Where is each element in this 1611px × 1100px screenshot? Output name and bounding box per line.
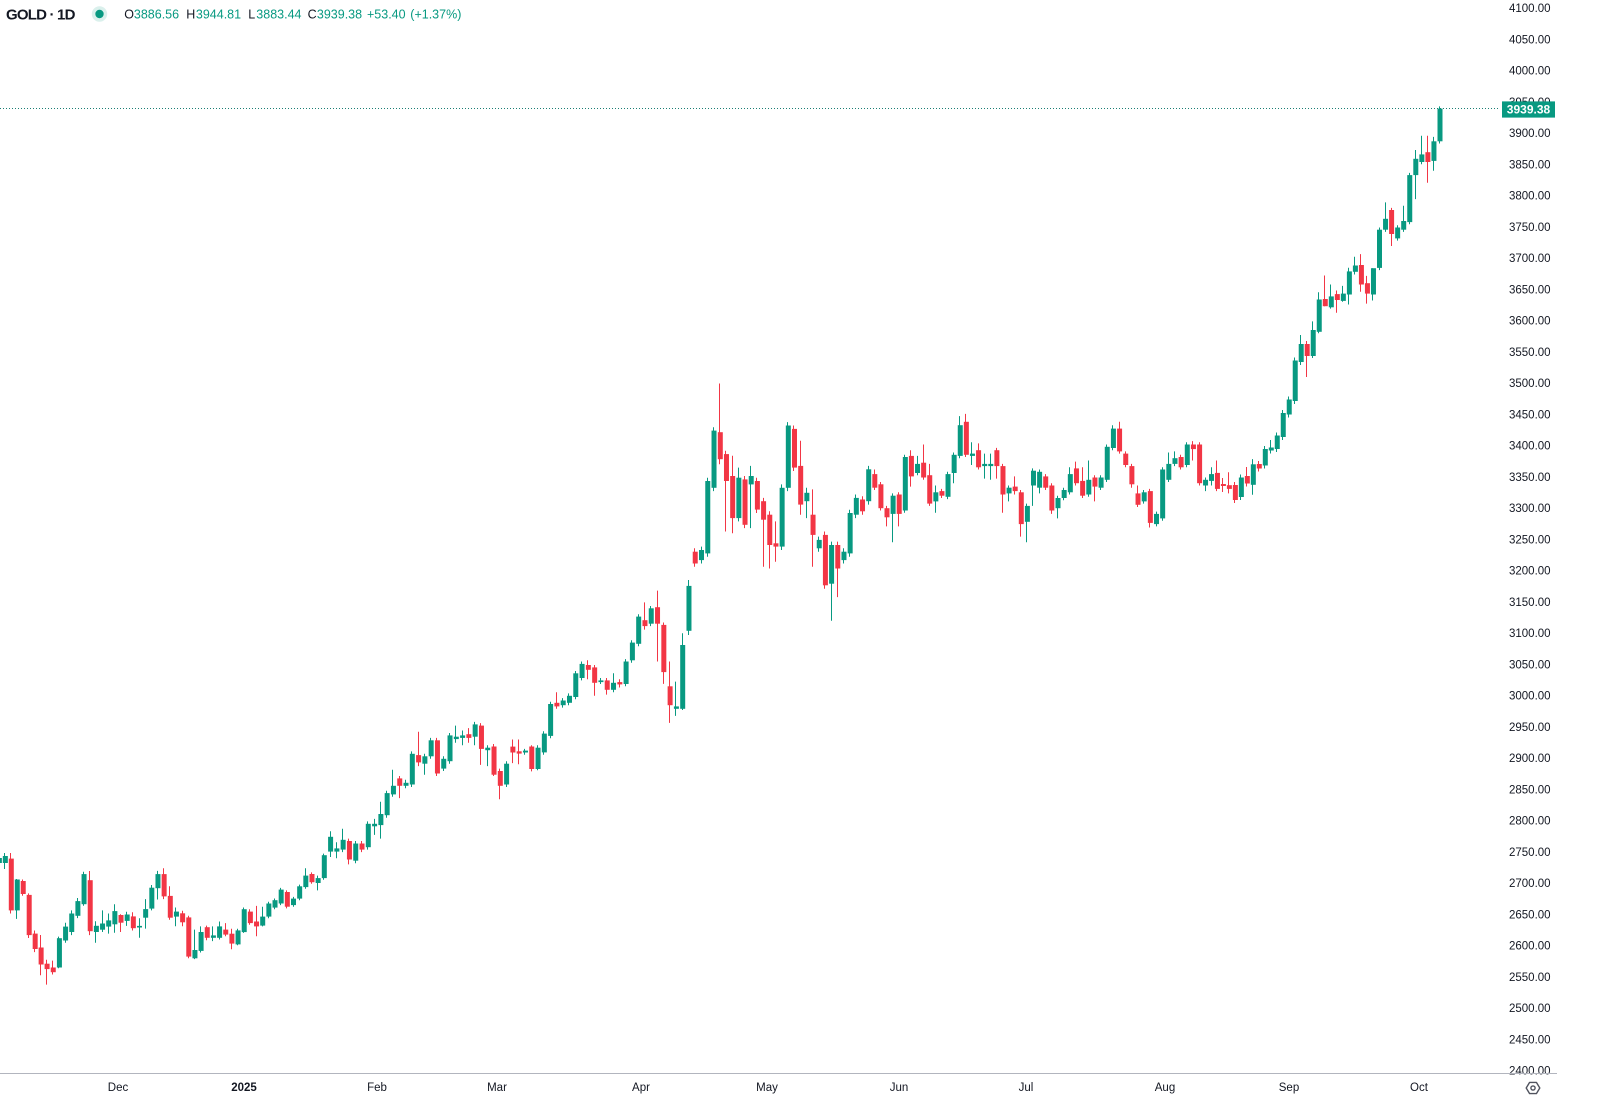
svg-text:+53.40: +53.40 bbox=[367, 8, 406, 22]
svg-text:3350.00: 3350.00 bbox=[1509, 472, 1551, 484]
svg-text:3150.00: 3150.00 bbox=[1509, 597, 1551, 609]
svg-text:3800.00: 3800.00 bbox=[1509, 191, 1551, 203]
svg-text:3850.00: 3850.00 bbox=[1509, 159, 1551, 171]
svg-text:2800.00: 2800.00 bbox=[1509, 816, 1551, 828]
svg-text:Jun: Jun bbox=[890, 1082, 909, 1094]
svg-text:2750.00: 2750.00 bbox=[1509, 847, 1551, 859]
svg-text:2950.00: 2950.00 bbox=[1509, 722, 1551, 734]
svg-text:4100.00: 4100.00 bbox=[1509, 3, 1551, 15]
svg-text:3900.00: 3900.00 bbox=[1509, 128, 1551, 140]
svg-text:4000.00: 4000.00 bbox=[1509, 66, 1551, 78]
svg-text:3300.00: 3300.00 bbox=[1509, 503, 1551, 515]
svg-text:3050.00: 3050.00 bbox=[1509, 659, 1551, 671]
svg-text:3944.81: 3944.81 bbox=[196, 8, 241, 22]
svg-text:Dec: Dec bbox=[108, 1082, 129, 1094]
svg-text:Aug: Aug bbox=[1155, 1082, 1175, 1094]
svg-text:May: May bbox=[756, 1082, 778, 1094]
svg-text:3500.00: 3500.00 bbox=[1509, 378, 1551, 390]
svg-text:3883.44: 3883.44 bbox=[256, 8, 301, 22]
svg-text:H: H bbox=[186, 8, 195, 22]
svg-text:Sep: Sep bbox=[1279, 1082, 1299, 1094]
svg-text:3939.38: 3939.38 bbox=[1507, 103, 1551, 117]
svg-text:2700.00: 2700.00 bbox=[1509, 878, 1551, 890]
svg-text:C: C bbox=[308, 8, 317, 22]
svg-text:2850.00: 2850.00 bbox=[1509, 784, 1551, 796]
svg-text:(+1.37%): (+1.37%) bbox=[410, 8, 461, 22]
svg-text:GOLD · 1D: GOLD · 1D bbox=[6, 7, 76, 24]
svg-text:L: L bbox=[248, 8, 255, 22]
svg-text:2900.00: 2900.00 bbox=[1509, 753, 1551, 765]
svg-text:3550.00: 3550.00 bbox=[1509, 347, 1551, 359]
svg-text:2650.00: 2650.00 bbox=[1509, 909, 1551, 921]
svg-text:2450.00: 2450.00 bbox=[1509, 1034, 1551, 1046]
svg-text:Mar: Mar bbox=[487, 1082, 507, 1094]
svg-text:3650.00: 3650.00 bbox=[1509, 284, 1551, 296]
svg-text:3886.56: 3886.56 bbox=[134, 8, 179, 22]
svg-text:2600.00: 2600.00 bbox=[1509, 941, 1551, 953]
svg-text:Jul: Jul bbox=[1019, 1082, 1034, 1094]
svg-text:3100.00: 3100.00 bbox=[1509, 628, 1551, 640]
svg-text:3939.38: 3939.38 bbox=[317, 8, 362, 22]
svg-text:O: O bbox=[124, 8, 134, 22]
svg-text:3200.00: 3200.00 bbox=[1509, 566, 1551, 578]
svg-text:Apr: Apr bbox=[632, 1082, 650, 1094]
svg-text:3000.00: 3000.00 bbox=[1509, 691, 1551, 703]
svg-text:Oct: Oct bbox=[1410, 1082, 1429, 1094]
svg-text:3700.00: 3700.00 bbox=[1509, 253, 1551, 265]
svg-text:2550.00: 2550.00 bbox=[1509, 972, 1551, 984]
svg-text:2400.00: 2400.00 bbox=[1509, 1066, 1551, 1078]
svg-text:3250.00: 3250.00 bbox=[1509, 534, 1551, 546]
svg-text:3400.00: 3400.00 bbox=[1509, 441, 1551, 453]
svg-text:4050.00: 4050.00 bbox=[1509, 34, 1551, 46]
svg-text:3750.00: 3750.00 bbox=[1509, 222, 1551, 234]
svg-text:3450.00: 3450.00 bbox=[1509, 409, 1551, 421]
svg-text:2025: 2025 bbox=[231, 1082, 257, 1094]
svg-text:3600.00: 3600.00 bbox=[1509, 316, 1551, 328]
svg-text:2500.00: 2500.00 bbox=[1509, 1003, 1551, 1015]
svg-text:Feb: Feb bbox=[367, 1082, 387, 1094]
